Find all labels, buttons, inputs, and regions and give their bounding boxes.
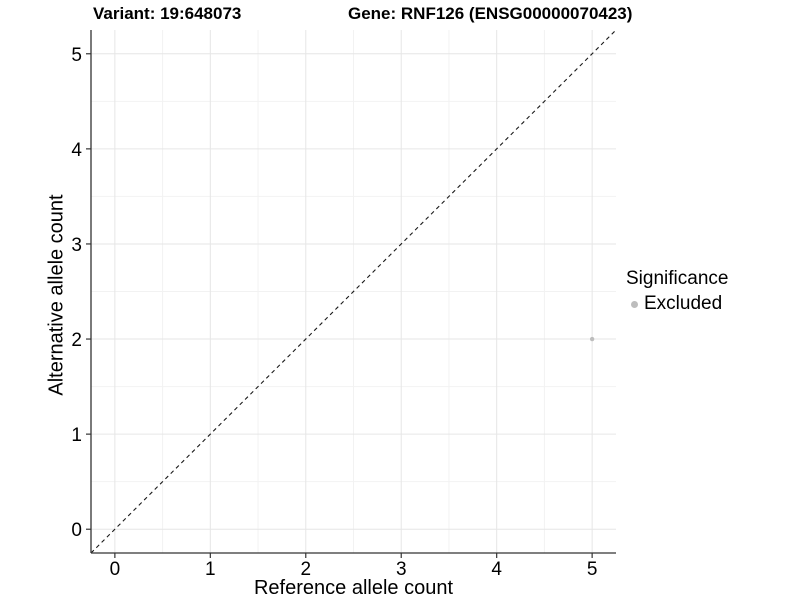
- y-tick-label: 1: [71, 425, 82, 446]
- y-tick-label: 3: [71, 235, 82, 256]
- variant-title: Variant: 19:648073: [93, 4, 242, 23]
- y-tick-label: 2: [71, 330, 82, 351]
- x-tick-label: 5: [587, 559, 598, 580]
- y-tick-label: 4: [71, 140, 82, 161]
- y-tick-label: 5: [71, 45, 82, 66]
- y-axis-title: Alternative allele count: [45, 194, 68, 396]
- y-tick-label: 0: [71, 520, 82, 541]
- data-point: [589, 336, 595, 342]
- x-tick-label: 3: [396, 559, 407, 580]
- x-tick-label: 0: [110, 559, 121, 580]
- x-tick-label: 2: [300, 559, 311, 580]
- legend-item-label: Excluded: [644, 293, 723, 314]
- x-tick-label: 1: [205, 559, 216, 580]
- legend-item-excluded: Excluded: [626, 293, 728, 315]
- legend-title: Significance: [626, 268, 729, 289]
- gene-title: Gene: RNF126 (ENSG00000070423): [348, 4, 633, 23]
- legend-point-icon: [631, 300, 638, 308]
- x-axis-title: Reference allele count: [253, 577, 453, 599]
- legend: Significance Excluded: [626, 268, 728, 315]
- identity-reference-line: [90, 29, 617, 554]
- x-tick-label: 4: [491, 559, 502, 580]
